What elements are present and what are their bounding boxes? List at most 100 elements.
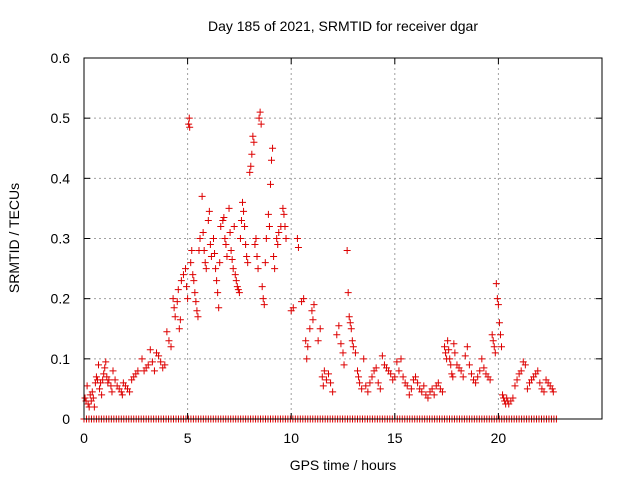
data-point (474, 373, 482, 381)
data-point (345, 313, 353, 321)
data-point (194, 313, 202, 321)
data-point (189, 271, 197, 279)
data-point (349, 343, 357, 351)
data-point (186, 123, 194, 131)
data-point (498, 343, 506, 351)
data-point (438, 388, 446, 396)
data-point (489, 337, 497, 345)
data-point (251, 241, 259, 249)
data-point (517, 367, 525, 375)
data-point (496, 331, 504, 339)
data-point (219, 216, 227, 224)
data-point (478, 355, 486, 363)
data-point (351, 349, 359, 357)
data-point (405, 391, 413, 399)
chart-title: Day 185 of 2021, SRMTID for receiver dga… (208, 18, 478, 34)
data-point (190, 277, 198, 285)
data-point (100, 370, 108, 378)
data-point (108, 388, 116, 396)
data-point (183, 283, 191, 291)
data-point (293, 235, 301, 242)
data-point (221, 235, 229, 242)
data-point (240, 207, 248, 215)
data-point (173, 298, 181, 306)
data-point (302, 337, 310, 345)
data-point (171, 313, 179, 321)
data-point (148, 358, 156, 366)
data-point (374, 379, 382, 387)
data-point (107, 382, 115, 390)
x-tick-label: 5 (184, 430, 192, 446)
data-point (403, 382, 411, 390)
data-point (395, 367, 403, 375)
data-point (210, 235, 217, 242)
data-point (228, 256, 236, 264)
data-point (346, 319, 354, 327)
data-point (101, 364, 109, 372)
data-point (215, 304, 223, 312)
data-point (212, 265, 220, 273)
data-point (236, 235, 244, 242)
y-tick-label: 0.1 (51, 351, 71, 367)
data-point (339, 349, 347, 357)
data-point (354, 367, 362, 375)
data-point (227, 247, 235, 255)
data-point (476, 367, 484, 375)
data-point (95, 361, 103, 369)
data-point (280, 210, 288, 218)
data-point (262, 235, 270, 242)
data-point (134, 367, 142, 375)
data-point (216, 259, 224, 267)
data-point (424, 394, 432, 402)
data-point (461, 352, 469, 360)
data-point (231, 271, 239, 279)
data-point (192, 298, 200, 306)
data-point (356, 379, 364, 387)
data-point (448, 370, 456, 378)
data-point (316, 325, 324, 333)
data-point (360, 355, 368, 363)
data-point (269, 144, 277, 152)
data-point (333, 331, 341, 339)
data-point (198, 192, 206, 200)
data-point (355, 373, 363, 381)
data-point (92, 373, 100, 381)
data-point (457, 367, 465, 375)
data-point (169, 295, 177, 303)
data-point (534, 367, 542, 375)
data-point (523, 385, 531, 393)
data-point (241, 222, 249, 230)
data-point (117, 388, 125, 396)
data-point (242, 241, 250, 249)
data-point (176, 316, 184, 324)
data-point (191, 289, 199, 297)
data-point (289, 304, 297, 312)
data-point (486, 376, 494, 384)
data-point (83, 382, 91, 390)
data-point (202, 265, 210, 273)
data-point (306, 325, 314, 333)
data-point (503, 394, 511, 402)
data-point (459, 373, 467, 381)
data-point (393, 358, 401, 366)
data-point (319, 382, 327, 390)
data-point (233, 283, 241, 291)
data-point (327, 379, 335, 387)
data-point (270, 253, 278, 261)
data-point (387, 370, 395, 378)
data-point (450, 340, 458, 348)
data-point (434, 379, 442, 387)
y-tick-label: 0 (62, 411, 70, 427)
data-point (492, 280, 500, 288)
data-point (447, 361, 455, 369)
data-point (177, 277, 185, 285)
data-point (536, 379, 544, 387)
data-point (118, 391, 126, 399)
data-point (163, 328, 171, 336)
data-point (274, 241, 282, 249)
y-tick-label: 0.6 (51, 50, 71, 66)
data-point (246, 168, 254, 176)
axis-ticks: 0 5 10 15 20 0 0.1 0.2 0.3 0.4 0.5 0.6 (51, 50, 602, 446)
data-point (441, 343, 449, 351)
